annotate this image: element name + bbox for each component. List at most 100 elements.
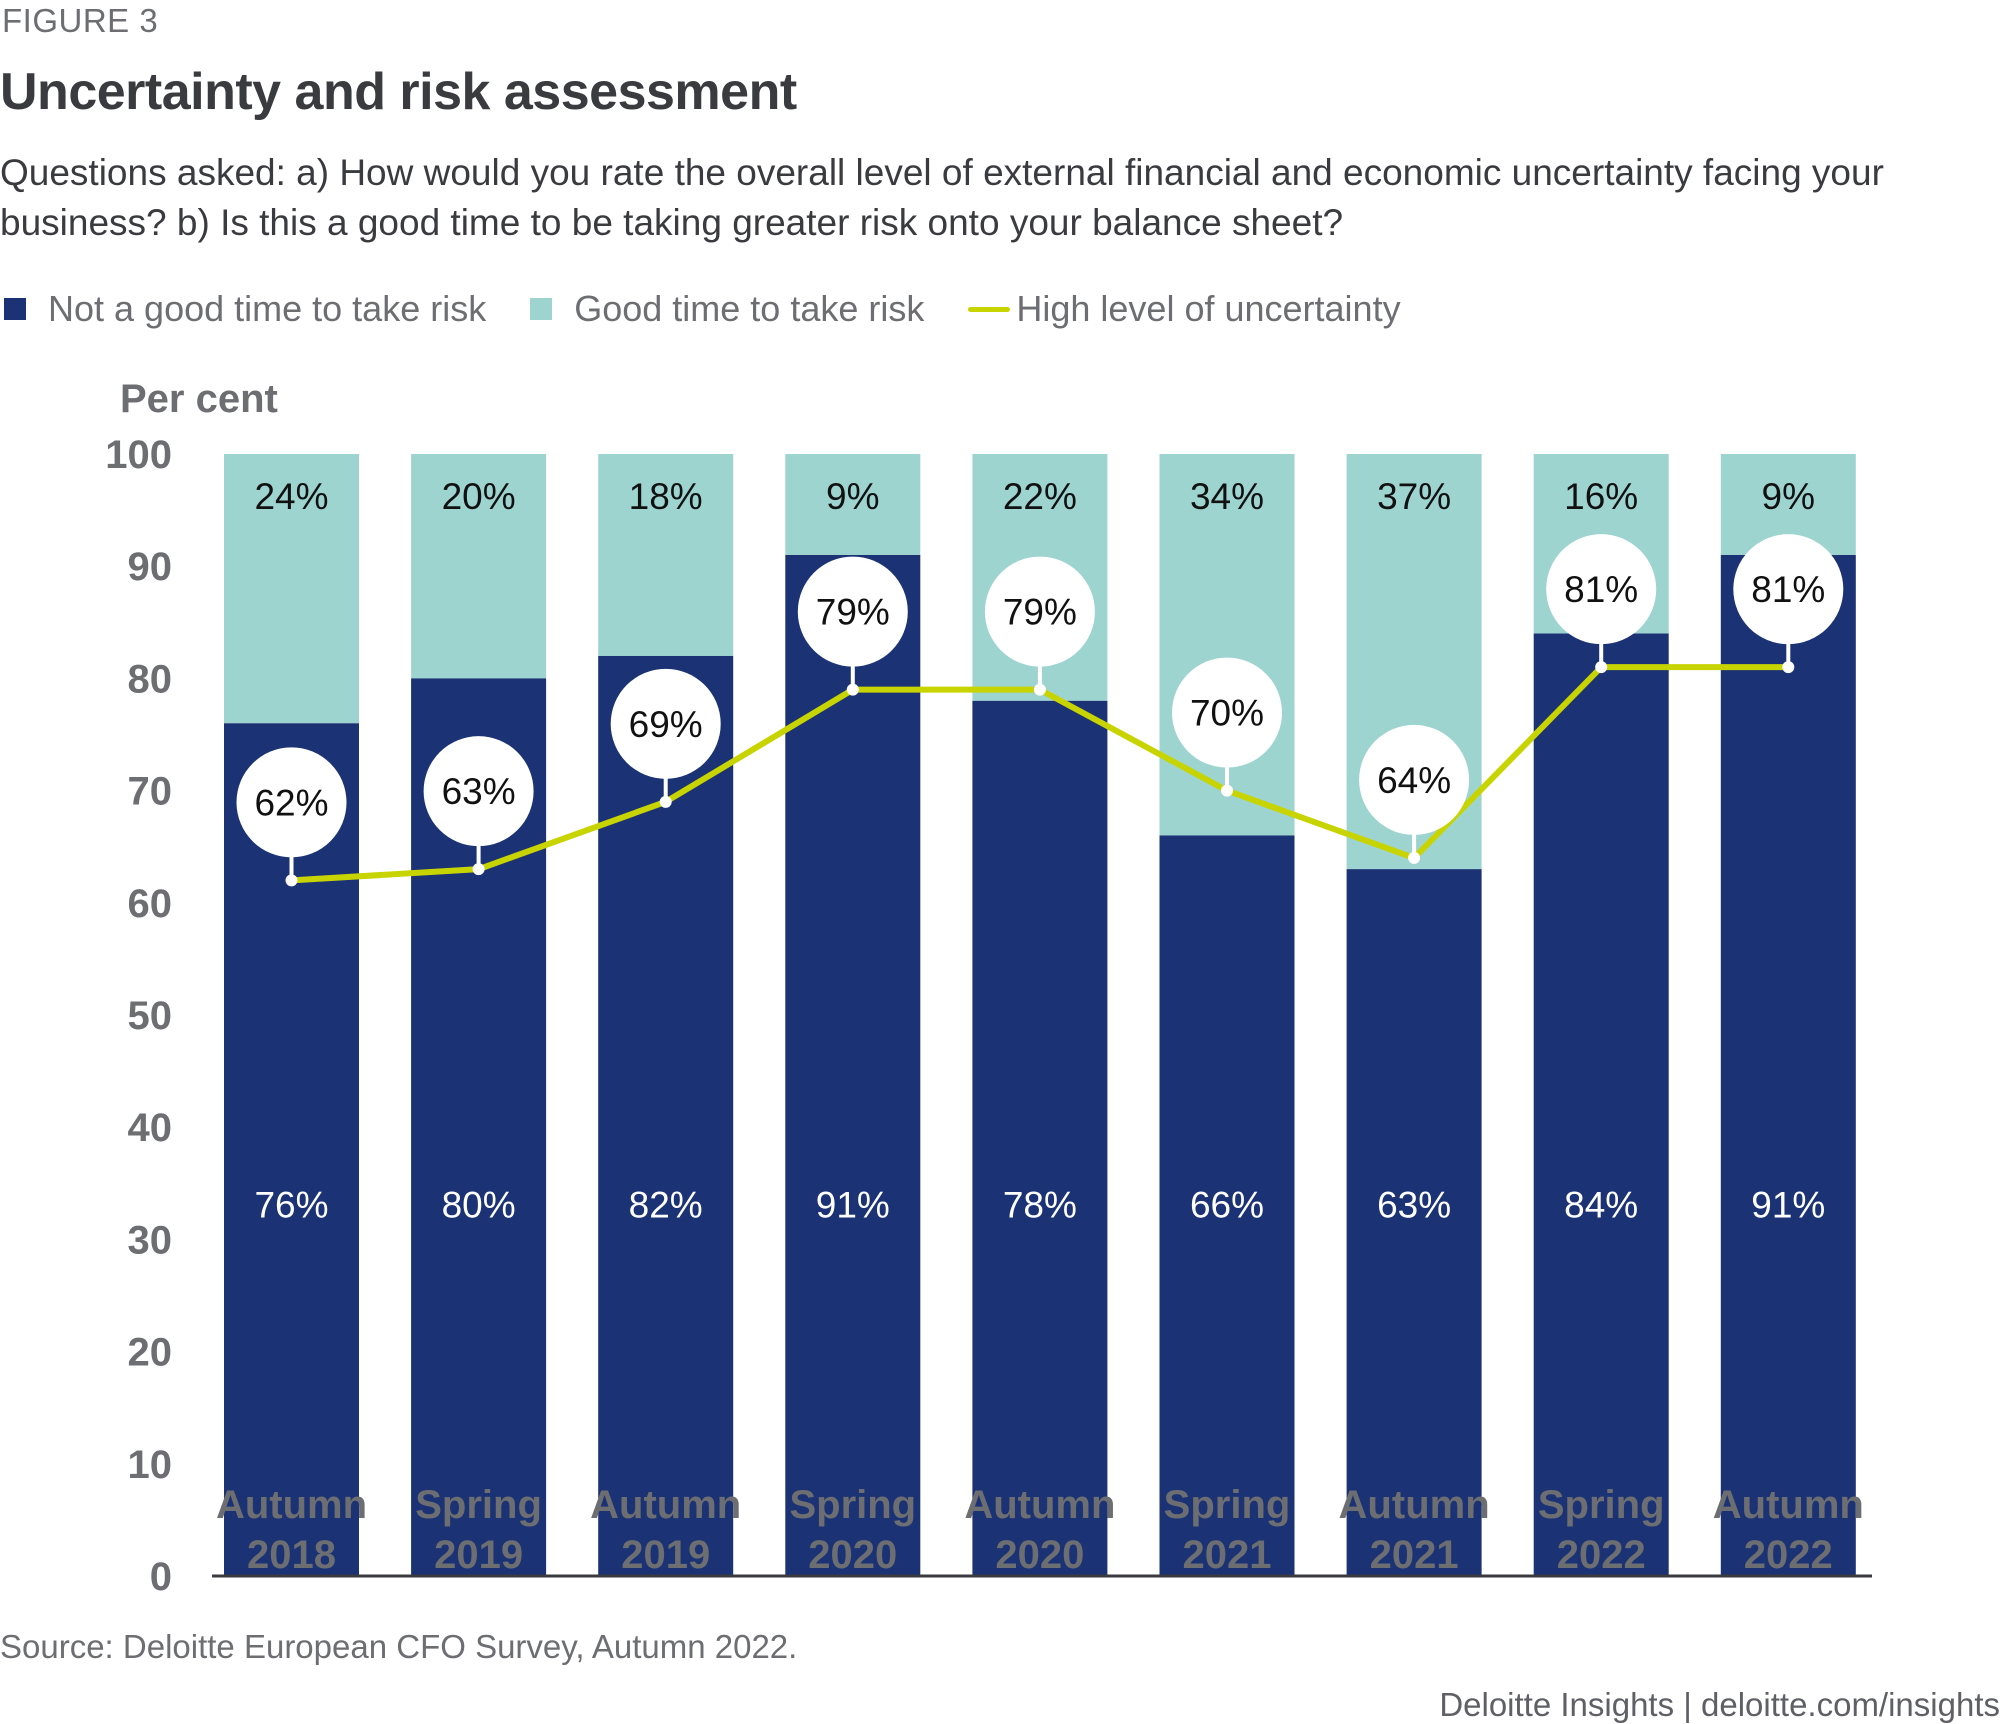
x-tick-label-season: Autumn — [1713, 1483, 1864, 1527]
x-tick-label-year: 2022 — [1557, 1533, 1646, 1577]
not-good-time-value-label: 76% — [254, 1185, 328, 1226]
figure-number: FIGURE 3 — [2, 2, 159, 39]
good-time-value-label: 9% — [826, 476, 879, 517]
line-point — [1408, 851, 1421, 864]
callout-bubble — [423, 736, 534, 847]
good-time-value-label: 34% — [1190, 476, 1264, 517]
not-good-time-value-label: 78% — [1003, 1185, 1077, 1226]
x-tick-label-season: Spring — [415, 1483, 542, 1527]
callout-bubble — [1172, 657, 1282, 768]
line-point — [472, 863, 485, 876]
legend-label: Not a good time to take risk — [48, 288, 487, 329]
uncertainty-value-label: 70% — [1190, 693, 1264, 734]
bar-not-good-time — [1159, 835, 1295, 1576]
uncertainty-value-label: 62% — [254, 782, 328, 823]
x-tick-label-season: Spring — [789, 1483, 916, 1527]
uncertainty-line-layer: 62% 63% 69% 79% 79% 70% 64% 81% 81% — [236, 534, 1844, 887]
footer-credit: Deloitte Insights | deloitte.com/insight… — [1439, 1686, 2000, 1723]
callout-bubble — [1733, 534, 1844, 645]
y-tick-label: 30 — [128, 1218, 173, 1262]
x-tick-label-year: 2019 — [621, 1533, 710, 1577]
y-tick-label: 60 — [128, 882, 173, 926]
callout-bubble — [610, 668, 721, 779]
not-good-time-value-label: 66% — [1190, 1185, 1264, 1226]
y-tick-label: 50 — [128, 994, 173, 1038]
bar-not-good-time — [1346, 869, 1482, 1576]
good-time-value-label: 16% — [1564, 476, 1638, 517]
x-axis: Autumn 2018 Spring 2019 Autumn 2019 Spring 2020… — [216, 1483, 1864, 1577]
line-point — [1595, 661, 1608, 674]
y-axis: 0 10 20 30 40 50 60 70 80 90 100 — [105, 433, 172, 1599]
x-tick-label-season: Spring — [1538, 1483, 1665, 1527]
y-tick-label: 40 — [128, 1106, 173, 1150]
uncertainty-value-label: 81% — [1751, 569, 1825, 610]
not-good-time-value-label: 91% — [816, 1185, 890, 1226]
line-point — [1033, 683, 1046, 696]
line-point — [846, 683, 859, 696]
legend-swatch-navy — [4, 298, 26, 320]
legend: Not a good time to take risk Good time t… — [4, 288, 1445, 330]
bar-good-time — [224, 454, 359, 724]
y-tick-label: 100 — [105, 433, 172, 477]
uncertainty-value-label: 79% — [816, 592, 890, 633]
bar-not-good-time — [972, 700, 1108, 1576]
y-tick-label: 70 — [128, 770, 173, 814]
bar-not-good-time — [1720, 554, 1856, 1576]
uncertainty-value-label: 81% — [1564, 569, 1638, 610]
bar-not-good-time — [1533, 633, 1669, 1576]
legend-item-high-uncertainty: High level of uncertainty — [968, 288, 1401, 330]
bar-not-good-time — [598, 655, 734, 1576]
not-good-time-value-label: 80% — [442, 1185, 516, 1226]
callout-bubble — [1359, 724, 1470, 835]
chart-subtitle: Questions asked: a) How would you rate t… — [0, 152, 1884, 243]
line-point — [1221, 784, 1233, 797]
uncertainty-value-label: 64% — [1377, 760, 1451, 801]
y-tick-label: 10 — [128, 1443, 173, 1487]
good-time-value-label: 18% — [629, 476, 703, 517]
x-tick-label-year: 2022 — [1744, 1533, 1833, 1577]
y-axis-title: Per cent — [120, 377, 278, 421]
good-time-value-label: 24% — [254, 476, 328, 517]
x-tick-label-season: Spring — [1164, 1483, 1291, 1527]
y-tick-label: 0 — [150, 1555, 172, 1599]
not-good-time-value-label: 84% — [1564, 1185, 1638, 1226]
legend-item-good-time: Good time to take risk — [530, 288, 924, 330]
good-time-value-label: 37% — [1377, 476, 1451, 517]
bar-good-time — [411, 454, 547, 679]
x-tick-label-year: 2020 — [995, 1533, 1084, 1577]
not-good-time-value-label: 91% — [1751, 1185, 1825, 1226]
x-tick-label-year: 2019 — [434, 1533, 523, 1577]
y-tick-label: 90 — [128, 545, 173, 589]
legend-line-swatch — [968, 306, 1011, 312]
uncertainty-value-label: 69% — [629, 704, 703, 745]
callout-bubble — [797, 556, 908, 667]
y-tick-label: 20 — [128, 1331, 173, 1375]
legend-label: High level of uncertainty — [1016, 288, 1401, 329]
not-good-time-value-label: 63% — [1377, 1185, 1451, 1226]
callout-bubble — [1546, 534, 1657, 645]
not-good-time-value-label: 82% — [629, 1185, 703, 1226]
legend-swatch-teal — [530, 298, 553, 320]
x-tick-label-season: Autumn — [1339, 1483, 1490, 1527]
bar-good-time — [785, 454, 921, 555]
callout-bubble — [236, 747, 347, 858]
good-time-value-label: 22% — [1003, 476, 1077, 517]
source-note: Source: Deloitte European CFO Survey, Au… — [0, 1628, 798, 1665]
bar-good-time — [598, 454, 734, 656]
x-tick-label-season: Autumn — [216, 1483, 367, 1527]
line-point — [285, 874, 298, 887]
legend-label: Good time to take risk — [574, 288, 925, 329]
bar-not-good-time — [785, 554, 921, 1576]
x-tick-label-year: 2021 — [1370, 1533, 1459, 1577]
x-tick-label-year: 2018 — [247, 1533, 336, 1577]
x-tick-label-season: Autumn — [964, 1483, 1115, 1527]
line-point — [659, 795, 672, 808]
uncertainty-value-label: 63% — [442, 771, 516, 812]
x-tick-label-year: 2020 — [808, 1533, 897, 1577]
legend-item-not-good-time: Not a good time to take risk — [4, 288, 486, 330]
uncertainty-value-label: 79% — [1003, 592, 1077, 633]
good-time-value-label: 20% — [442, 476, 516, 517]
x-tick-label-season: Autumn — [590, 1483, 741, 1527]
callout-bubble — [984, 556, 1095, 667]
